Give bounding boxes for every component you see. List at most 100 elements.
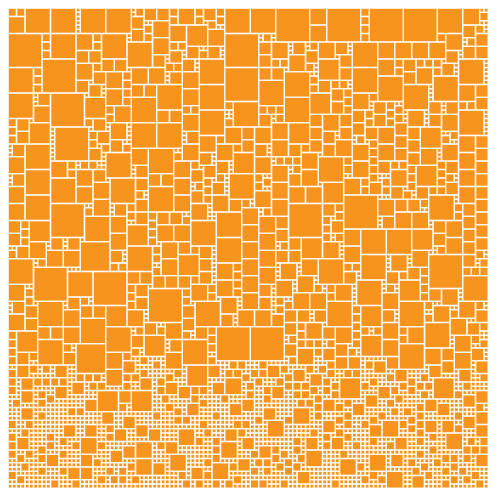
mosaic-tile	[276, 480, 280, 484]
mosaic-tile	[441, 446, 446, 450]
mosaic-tile	[361, 484, 365, 488]
mosaic-tile	[382, 373, 386, 378]
mosaic-tile	[110, 212, 114, 216]
mosaic-tile	[199, 407, 204, 412]
mosaic-tile	[89, 127, 93, 131]
mosaic-tile	[135, 437, 140, 442]
mosaic-tile	[395, 403, 399, 408]
mosaic-tile	[8, 16, 25, 34]
mosaic-tile	[148, 220, 157, 229]
mosaic-tile	[344, 446, 348, 450]
mosaic-tile	[195, 16, 204, 25]
mosaic-tile	[127, 42, 153, 68]
mosaic-tile	[318, 446, 323, 450]
mosaic-tile	[331, 233, 335, 238]
mosaic-tile	[369, 106, 374, 110]
mosaic-tile	[165, 484, 170, 488]
mosaic-tile	[42, 378, 51, 386]
mosaic-tile	[229, 361, 238, 369]
mosaic-tile	[225, 178, 229, 182]
mosaic-tile	[242, 127, 255, 140]
mosaic-tile	[246, 382, 255, 391]
mosaic-tile	[169, 42, 178, 51]
mosaic-tile	[335, 412, 340, 416]
mosaic-tile	[157, 399, 161, 403]
mosaic-tile	[288, 356, 297, 365]
mosaic-tile	[412, 42, 429, 59]
mosaic-tile	[276, 463, 284, 471]
mosaic-tile	[352, 416, 357, 420]
mosaic-tile	[352, 140, 357, 144]
mosaic-tile	[174, 407, 182, 416]
mosaic-tile	[454, 420, 459, 425]
mosaic-tile	[152, 55, 165, 68]
mosaic-tile	[382, 471, 386, 476]
mosaic-tile	[46, 475, 51, 480]
mosaic-tile	[458, 186, 476, 204]
mosaic-tile	[424, 123, 429, 127]
mosaic-tile	[352, 123, 365, 136]
mosaic-tile	[276, 378, 284, 386]
mosaic-tile	[293, 429, 297, 433]
mosaic-tile	[118, 403, 127, 412]
mosaic-tile	[72, 378, 76, 382]
mosaic-tile	[191, 458, 195, 463]
mosaic-tile	[203, 446, 208, 450]
mosaic-tile	[8, 67, 34, 93]
mosaic-tile	[42, 386, 46, 391]
mosaic-tile	[344, 246, 361, 263]
mosaic-tile	[373, 101, 386, 114]
mosaic-tile	[288, 454, 293, 459]
mosaic-tile	[118, 386, 123, 391]
mosaic-tile	[365, 446, 369, 450]
mosaic-tile	[101, 89, 106, 93]
mosaic-tile	[123, 412, 127, 416]
mosaic-tile	[437, 169, 446, 178]
mosaic-tile	[225, 110, 229, 114]
mosaic-tile	[33, 403, 38, 408]
mosaic-tile	[208, 293, 216, 301]
mosaic-tile	[352, 297, 357, 301]
mosaic-tile	[322, 182, 344, 204]
mosaic-tile	[339, 246, 344, 250]
mosaic-tile	[127, 301, 136, 310]
mosaic-tile	[59, 467, 68, 476]
mosaic-tile	[237, 471, 242, 476]
mosaic-tile	[322, 433, 331, 442]
mosaic-tile	[378, 220, 382, 225]
mosaic-tile	[288, 297, 293, 301]
mosaic-tile	[463, 42, 467, 46]
mosaic-tile	[263, 378, 267, 382]
mosaic-tile	[369, 331, 374, 335]
mosaic-tile	[386, 407, 391, 412]
mosaic-tile	[403, 403, 408, 408]
mosaic-tile	[178, 484, 182, 488]
mosaic-tile	[305, 378, 310, 382]
mosaic-tile	[276, 276, 280, 280]
mosaic-tile	[310, 420, 314, 425]
mosaic-tile	[310, 127, 323, 140]
mosaic-tile	[331, 101, 344, 114]
mosaic-tile	[63, 250, 80, 267]
mosaic-tile	[322, 225, 331, 233]
mosaic-tile	[127, 123, 131, 127]
mosaic-tile	[220, 429, 225, 433]
mosaic-tile	[263, 186, 267, 191]
mosaic-tile	[237, 437, 242, 442]
mosaic-tile	[441, 106, 446, 110]
mosaic-tile	[446, 433, 463, 450]
mosaic-tile	[199, 433, 204, 437]
mosaic-tile	[263, 458, 272, 467]
mosaic-tile	[382, 339, 399, 357]
mosaic-tile	[458, 386, 463, 391]
mosaic-tile	[114, 467, 119, 471]
mosaic-tile	[12, 246, 17, 250]
mosaic-tile	[331, 437, 344, 450]
mosaic-tile	[229, 174, 255, 199]
mosaic-tile	[246, 454, 250, 459]
mosaic-tile	[390, 437, 395, 442]
mosaic-tile	[110, 140, 123, 153]
mosaic-tile	[80, 437, 97, 454]
mosaic-tile	[318, 59, 340, 80]
mosaic-tile	[433, 475, 437, 480]
